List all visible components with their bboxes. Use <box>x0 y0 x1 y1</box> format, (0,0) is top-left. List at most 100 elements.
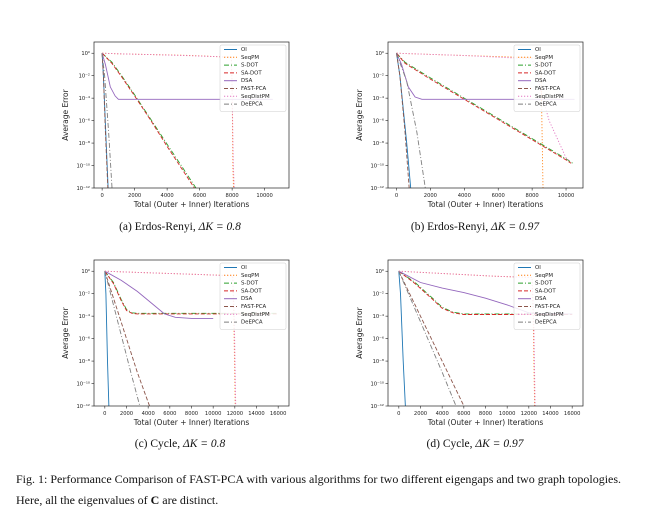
y-axis-label: Average Error <box>61 88 70 140</box>
series-line-dsa <box>396 53 575 100</box>
y-tick-label: 10⁻¹² <box>371 186 385 192</box>
legend-entry-label: SA-DOT <box>241 70 262 76</box>
legend-entry-label: SeqPM <box>241 55 259 61</box>
y-tick-label: 10⁻¹⁰ <box>371 163 385 169</box>
legend-entry-label: DSA <box>241 78 253 84</box>
series-line-s-dot <box>398 270 573 315</box>
legend-box <box>219 44 287 112</box>
y-axis-label: Average Error <box>355 88 364 140</box>
series-line-seqdistpm <box>104 270 237 406</box>
x-tick-label: 10000 <box>558 193 575 199</box>
legend-entry-label: SeqDistPM <box>535 94 564 100</box>
legend-entry-label: FAST-PCA <box>535 304 560 310</box>
y-tick-label: 10⁻¹² <box>77 186 91 192</box>
series-line-seqpm <box>104 270 236 406</box>
x-tick-label: 2000 <box>128 193 141 199</box>
legend-entry-label: FAST-PCA <box>241 86 266 92</box>
y-tick-label: 10⁻² <box>373 291 384 297</box>
legend-entry-label: DSA <box>535 296 547 302</box>
plot-frame <box>387 41 584 189</box>
x-tick-label: 8000 <box>185 411 198 417</box>
y-tick-label: 10⁻¹² <box>77 404 91 410</box>
legend-entry-label: FAST-PCA <box>535 86 560 92</box>
chart-panel-c: 0 2000 4000 6000 8000 10000 12000 14000 16000 10⁰… <box>24 250 324 460</box>
y-tick-label: 10⁻⁴ <box>79 96 90 102</box>
series-line-fast-pca <box>396 53 410 188</box>
x-tick-label: 12000 <box>227 411 244 417</box>
x-tick-label: 6000 <box>193 193 206 199</box>
legend-entry-label: SeqPM <box>535 273 553 279</box>
series-line-fast-pca <box>104 271 151 406</box>
y-tick-label: 10⁻⁸ <box>373 359 384 365</box>
series-line-sa-dot <box>101 52 195 188</box>
y-tick-label: 10⁻⁸ <box>79 141 90 147</box>
figure-caption-symbol: C <box>150 493 160 507</box>
legend-box <box>219 262 287 330</box>
x-tick-label: 0 <box>397 411 400 417</box>
legend-entry-label: S-DOT <box>241 281 259 287</box>
x-tick-label: 0 <box>100 193 103 199</box>
x-tick-label: 8000 <box>526 193 539 199</box>
x-axis-label: Total (Outer + Inner) Iterations <box>427 200 544 209</box>
x-tick-label: 12000 <box>521 411 538 417</box>
series-line-deepca <box>101 53 113 188</box>
y-tick-label: 10⁰ <box>375 269 384 275</box>
y-tick-label: 10⁰ <box>81 269 90 275</box>
x-tick-label: 2000 <box>424 193 437 199</box>
y-tick-label: 10⁻² <box>373 73 384 79</box>
x-tick-label: 10000 <box>499 411 516 417</box>
series-line-sa-dot <box>398 270 573 315</box>
chart-svg: 0 2000 4000 6000 8000 10000 12000 14000 16000 10⁰… <box>61 259 290 427</box>
y-tick-label: 10⁻⁸ <box>373 141 384 147</box>
x-tick-label: 16000 <box>270 411 287 417</box>
figure-caption-prefix: Fig. 1: <box>16 472 51 486</box>
series-line-fast-pca <box>101 53 109 188</box>
x-tick-label: 0 <box>103 411 106 417</box>
chart-panel-a: 0 2000 4000 6000 8000 10000 10⁰ 10⁻² 10⁻⁴ 10⁻⁶ 10⁻… <box>24 32 324 242</box>
chart-svg: 0 2000 4000 6000 8000 10000 10⁰ 10⁻² 10⁻⁴ 10⁻⁶ 10⁻… <box>61 41 290 209</box>
figure-caption-suffix: are distinct. <box>159 493 219 507</box>
x-tick-label: 4000 <box>458 193 471 199</box>
chart-panel-b: 0 2000 4000 6000 8000 10000 10⁰ 10⁻² 10⁻⁴ 10⁻⁶ 10⁻… <box>318 32 618 242</box>
x-axis-label: Total (Outer + Inner) Iterations <box>427 418 544 427</box>
series-line-oi <box>398 271 406 406</box>
series-line-sa-dot <box>396 52 572 164</box>
subfigure-caption-d: (d) Cycle, ΔK = 0.97 <box>426 438 524 450</box>
series-line-dsa <box>104 270 214 319</box>
x-tick-label: 6000 <box>492 193 505 199</box>
x-tick-label: 14000 <box>248 411 265 417</box>
x-tick-label: 10000 <box>205 411 222 417</box>
legend-entry-label: DSA <box>535 78 547 84</box>
y-axis-label: Average Error <box>61 306 70 358</box>
series-group <box>396 52 575 188</box>
plot-frame <box>93 41 290 189</box>
y-tick-label: 10⁻² <box>79 291 90 297</box>
y-tick-label: 10⁻⁸ <box>79 359 90 365</box>
series-line-deepca <box>396 53 426 188</box>
legend-entry-label: S-DOT <box>241 63 259 69</box>
y-tick-label: 10⁻⁴ <box>373 96 384 102</box>
y-tick-label: 10⁻¹² <box>371 404 385 410</box>
legend-entry-label: SA-DOT <box>241 288 262 294</box>
y-axis-label: Average Error <box>355 306 364 358</box>
series-line-oi <box>104 271 110 406</box>
x-axis-label: Total (Outer + Inner) Iterations <box>133 418 250 427</box>
x-tick-label: 6000 <box>457 411 470 417</box>
series-line-deepca <box>104 271 141 406</box>
legend-entry-label: OI <box>241 265 247 271</box>
x-tick-label: 16000 <box>564 411 581 417</box>
y-tick-label: 10⁻⁴ <box>373 314 384 320</box>
legend-entry-label: S-DOT <box>535 281 553 287</box>
x-tick-label: 4000 <box>161 193 174 199</box>
y-tick-label: 10⁻¹⁰ <box>77 381 91 387</box>
legend-entry-label: DeEPCA <box>535 320 557 326</box>
legend-entry-label: SeqDistPM <box>535 312 564 318</box>
series-line-fast-pca <box>398 271 465 406</box>
y-tick-label: 10⁻¹⁰ <box>371 381 385 387</box>
legend-entry-label: SeqPM <box>535 55 553 61</box>
figure-caption: Fig. 1: Performance Comparison of FAST-P… <box>16 469 644 511</box>
y-tick-label: 10⁻⁶ <box>373 118 384 124</box>
